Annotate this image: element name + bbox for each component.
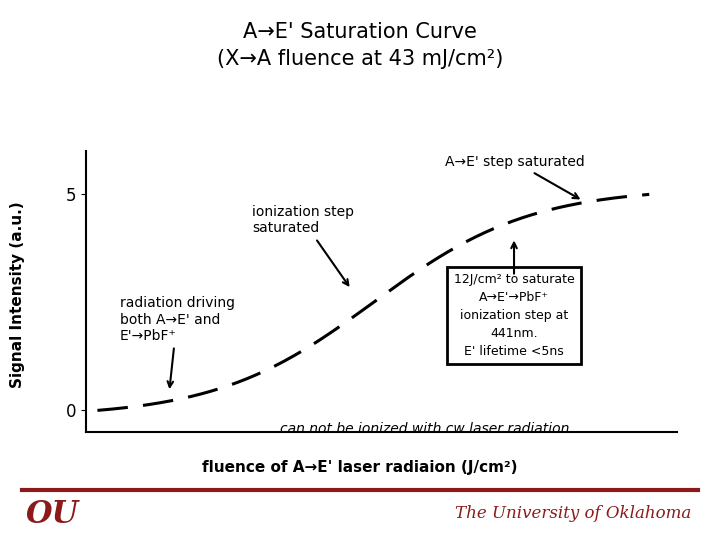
Text: Signal Intensity (a.u.): Signal Intensity (a.u.) bbox=[11, 201, 25, 388]
Text: (X→A fluence at 43 mJ/cm²): (X→A fluence at 43 mJ/cm²) bbox=[217, 49, 503, 70]
Text: fluence of A→E' laser radiaion (J/cm²): fluence of A→E' laser radiaion (J/cm²) bbox=[202, 460, 518, 475]
Text: The University of Oklahoma: The University of Oklahoma bbox=[455, 504, 691, 522]
Text: ionization step
saturated: ionization step saturated bbox=[252, 205, 354, 285]
Text: radiation driving
both A→E' and
E'→PbF⁺: radiation driving both A→E' and E'→PbF⁺ bbox=[120, 296, 235, 387]
Text: can not be ionized with cw laser radiation: can not be ionized with cw laser radiati… bbox=[279, 422, 569, 436]
Text: A→E' step saturated: A→E' step saturated bbox=[445, 155, 585, 198]
Text: OU: OU bbox=[26, 499, 78, 530]
Text: A→E' Saturation Curve: A→E' Saturation Curve bbox=[243, 22, 477, 43]
Text: 12J/cm² to saturate
A→E'→PbF⁺
ionization step at
441nm.
E' lifetime <5ns: 12J/cm² to saturate A→E'→PbF⁺ ionization… bbox=[454, 273, 575, 358]
